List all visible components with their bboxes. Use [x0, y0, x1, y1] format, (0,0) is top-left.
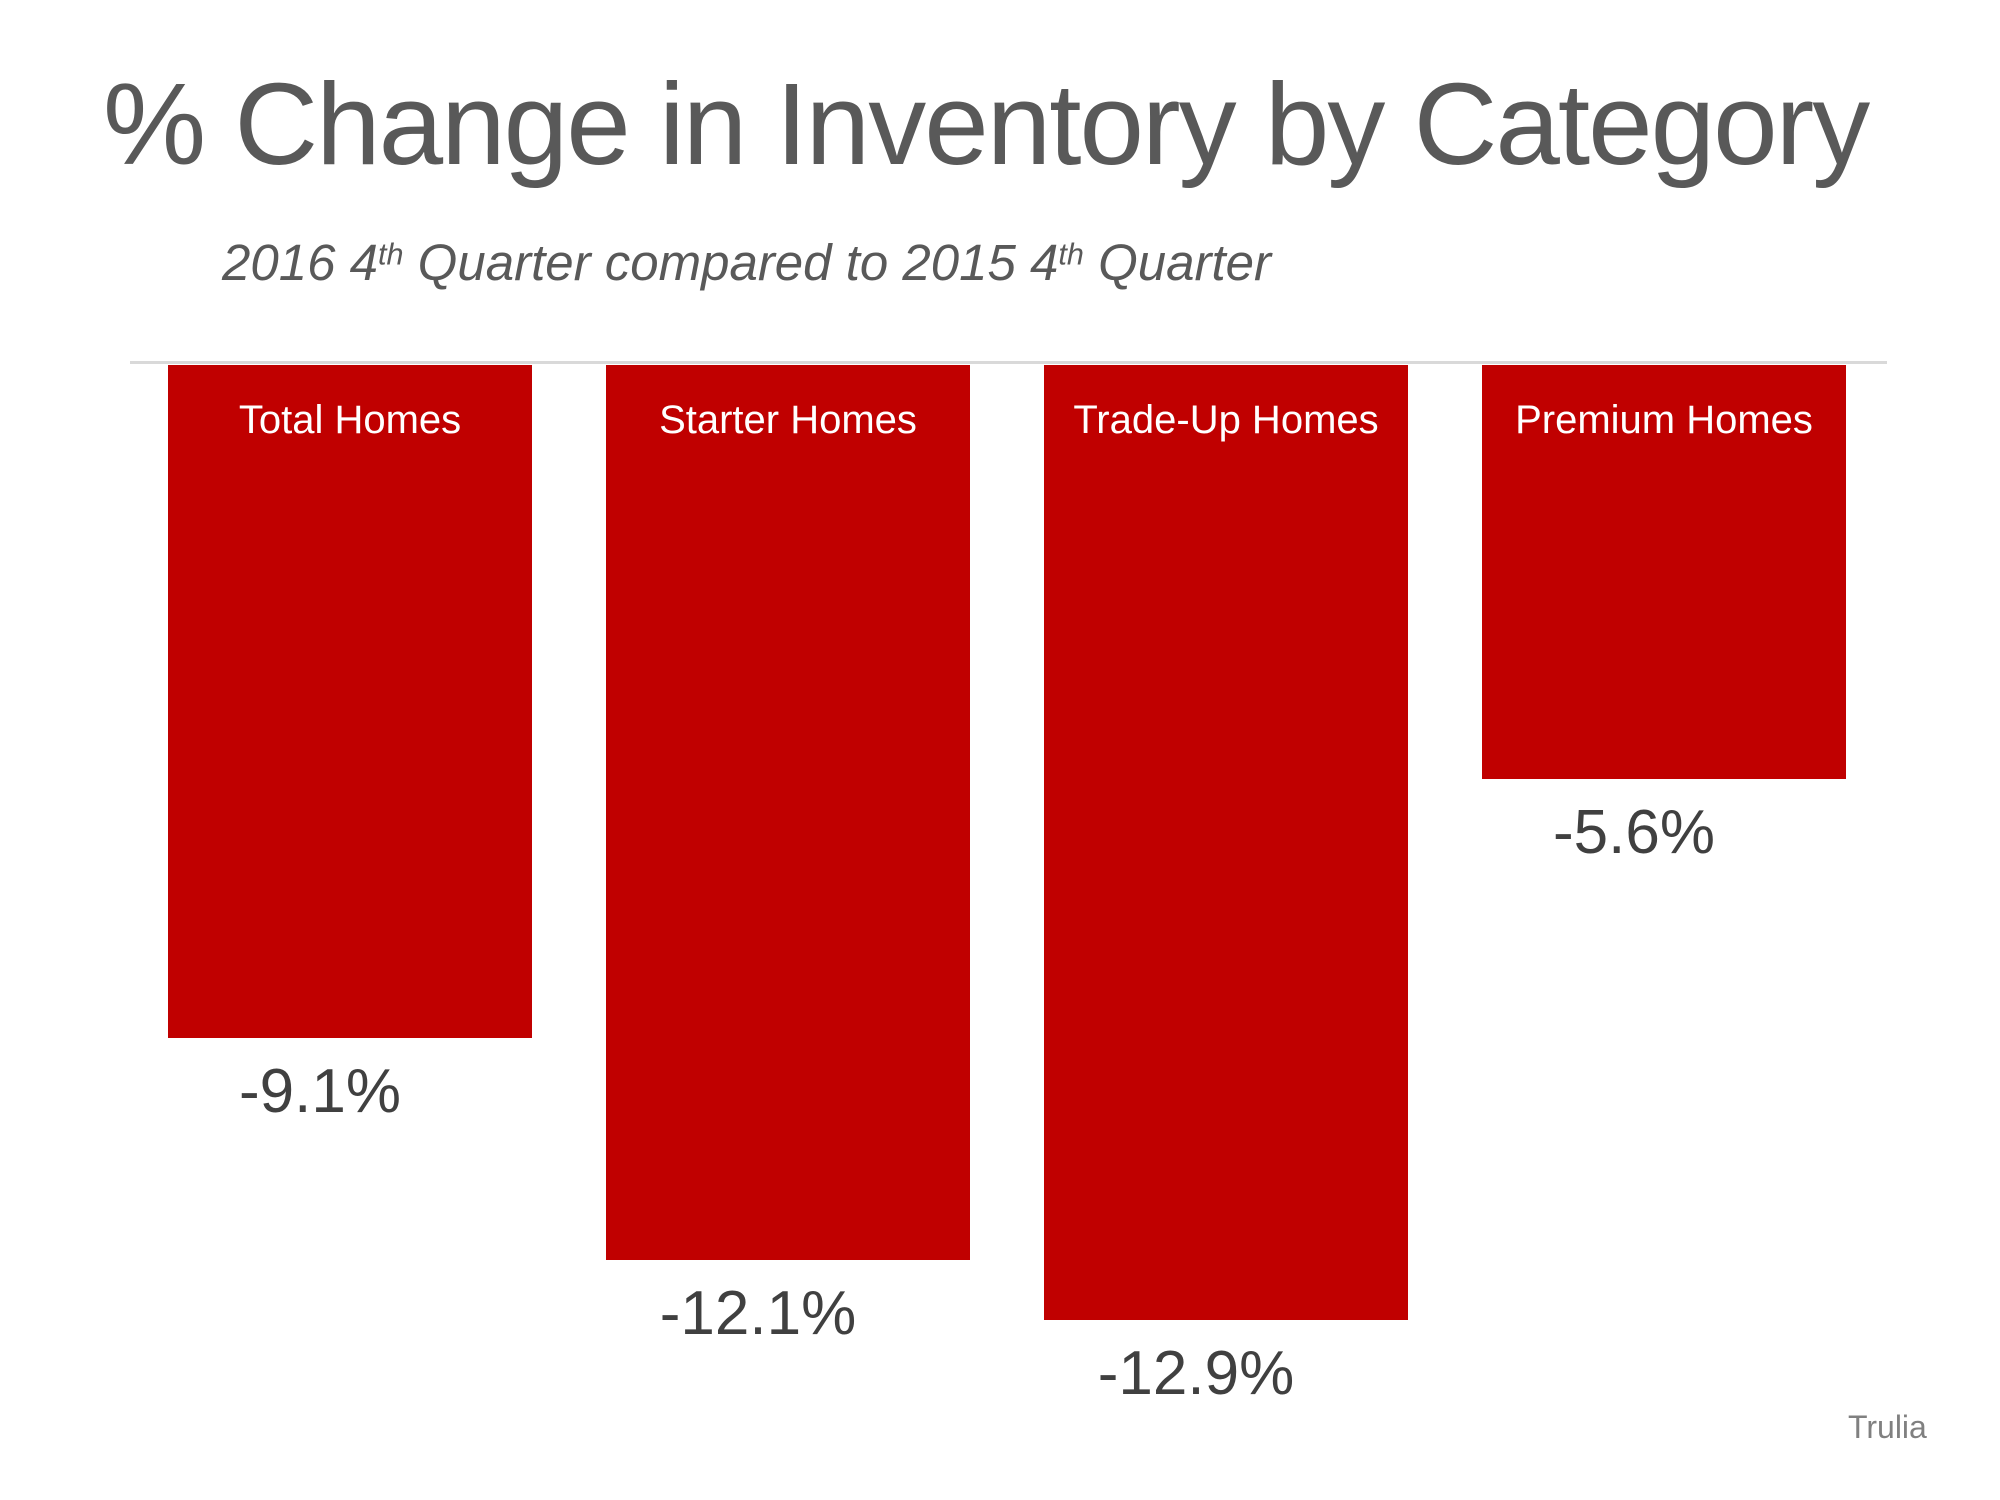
bar-value-label: -12.1% [659, 1279, 857, 1348]
subtitle-superscript: th [378, 237, 404, 272]
bar-value-label: -12.9% [1097, 1339, 1295, 1408]
bar-category-label: Total Homes [238, 398, 462, 442]
bar-premium-homes: Premium Homes [1482, 365, 1846, 779]
chart-title: % Change in Inventory by Category [103, 59, 1870, 189]
bar-category-label: Premium Homes [1515, 398, 1813, 442]
bar-total-homes: Total Homes [168, 365, 532, 1038]
bar-trade-up-homes: Trade-Up Homes [1044, 365, 1408, 1320]
subtitle-part: Quarter compared to 2015 4 [403, 234, 1059, 291]
bar-category-label: Trade-Up Homes [1073, 398, 1379, 442]
chart-subtitle: 2016 4th Quarter compared to 2015 4th Qu… [222, 232, 1271, 293]
bar-category-label: Starter Homes [659, 398, 917, 442]
source-attribution: Trulia [1848, 1409, 1927, 1445]
bar-value-label: -5.6% [1553, 798, 1715, 867]
subtitle-part: 2016 4 [222, 234, 378, 291]
bar-starter-homes: Starter Homes [606, 365, 970, 1260]
zero-axis-line [130, 361, 1887, 364]
subtitle-superscript: th [1058, 237, 1084, 272]
subtitle-part: Quarter [1083, 234, 1271, 291]
bar-value-label: -9.1% [239, 1057, 401, 1126]
